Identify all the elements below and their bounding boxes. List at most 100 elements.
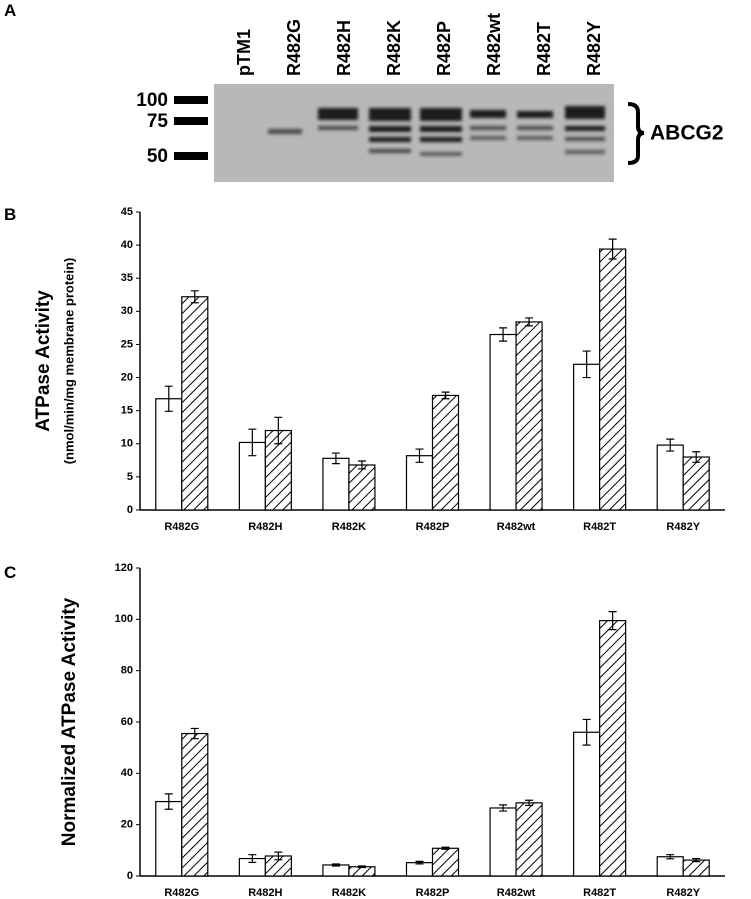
bar (573, 731, 601, 877)
y-tick-label: 5 (127, 471, 133, 483)
bar (181, 296, 209, 511)
error-bar (525, 317, 534, 327)
y-axis-units: (nmol/min/mg membrane protein) (61, 258, 76, 465)
bar (656, 444, 684, 511)
x-tick-label: R482T (583, 521, 616, 533)
x-tick-label: R482K (332, 887, 366, 899)
gel-image (174, 84, 645, 182)
y-tick-label: 20 (121, 371, 133, 383)
x-tick-label: R482T (583, 887, 616, 899)
x-tick-label: R482H (248, 887, 282, 899)
y-tick-label: 60 (121, 716, 133, 728)
lane-label: pTM1 (234, 29, 254, 76)
error-bar (608, 611, 617, 631)
error-bar (248, 854, 257, 863)
x-tick-label: R482Y (666, 521, 700, 533)
bar (599, 248, 627, 511)
y-tick-label: 35 (121, 272, 133, 284)
panel-label: C (4, 563, 16, 582)
y-tick-label: 120 (115, 562, 133, 574)
marker-label: 100 (136, 90, 168, 111)
x-tick-label: R482G (164, 887, 199, 899)
error-bar (248, 428, 257, 457)
y-tick-label: 0 (127, 870, 133, 882)
error-bar (415, 860, 424, 865)
lane-label: R482T (534, 22, 554, 76)
y-tick-label: 20 (121, 819, 133, 831)
error-bar (582, 718, 591, 746)
panel-label: A (4, 1, 16, 20)
y-tick-label: 45 (121, 206, 133, 218)
lane-label: R482wt (484, 13, 504, 76)
bar (431, 847, 460, 877)
error-bar (357, 460, 366, 470)
x-tick-label: R482wt (497, 887, 536, 899)
bar (405, 455, 434, 511)
error-bar (582, 350, 591, 379)
lane-label: R482H (334, 20, 354, 76)
bar (573, 363, 601, 511)
error-bar (190, 727, 199, 740)
error-bar (357, 865, 366, 869)
x-tick-label: R482Y (666, 887, 700, 899)
bar (322, 457, 350, 511)
error-bar (331, 452, 340, 465)
error-bar (415, 448, 424, 463)
error-bar (331, 863, 340, 867)
bar (489, 807, 517, 877)
x-tick-label: R482K (332, 521, 366, 533)
error-bar (441, 391, 450, 400)
y-tick-label: 80 (121, 665, 133, 677)
error-bar (666, 438, 675, 452)
marker-label: 50 (147, 146, 168, 167)
bar (155, 800, 183, 877)
x-tick-label: R482G (164, 521, 199, 533)
lane-label: R482P (434, 21, 454, 76)
error-bar (274, 416, 283, 445)
lane-label: R482Y (584, 21, 604, 76)
y-axis-label: ATPase Activity (33, 290, 54, 432)
y-tick-label: 10 (121, 438, 133, 450)
error-bar (692, 451, 701, 463)
y-tick-label: 25 (121, 338, 133, 350)
y-tick-label: 15 (121, 405, 133, 417)
y-tick-label: 30 (121, 305, 133, 317)
y-tick-label: 40 (121, 239, 133, 251)
bar (322, 864, 350, 877)
bar (599, 620, 627, 877)
x-tick-label: R482P (416, 887, 450, 899)
gel-label: ABCG2 (650, 122, 724, 145)
bar (155, 398, 183, 511)
bar (682, 456, 710, 511)
error-bar (164, 385, 173, 412)
error-bar (499, 327, 508, 342)
error-bar (666, 854, 675, 860)
x-tick-label: R482H (248, 521, 282, 533)
panel-label: B (4, 205, 16, 224)
bar (348, 464, 376, 511)
error-bar (441, 846, 450, 850)
y-tick-label: 0 (127, 504, 133, 516)
bar (656, 856, 684, 877)
y-tick-label: 100 (115, 613, 133, 625)
error-bar (525, 799, 534, 807)
y-tick-label: 40 (121, 767, 133, 779)
bar (515, 802, 543, 877)
x-tick-label: R482wt (497, 521, 536, 533)
lane-label: R482K (384, 20, 404, 76)
error-bar (499, 804, 508, 812)
bar (405, 862, 434, 877)
bar (682, 859, 710, 877)
error-bar (164, 793, 173, 810)
bar (515, 321, 543, 511)
error-bar (692, 857, 701, 863)
error-bar (608, 238, 617, 260)
lane-label: R482G (284, 19, 304, 76)
y-axis-label: Normalized ATPase Activity (59, 597, 80, 846)
bar (348, 866, 376, 877)
bar (431, 394, 460, 511)
bar (181, 732, 209, 877)
x-tick-label: R482P (416, 521, 450, 533)
bar (489, 333, 517, 511)
